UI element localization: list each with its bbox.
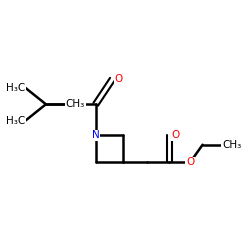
Text: H₃C: H₃C bbox=[6, 83, 25, 93]
Text: CH₃: CH₃ bbox=[66, 99, 85, 109]
Text: O: O bbox=[114, 74, 123, 84]
Text: O: O bbox=[172, 130, 180, 140]
Text: H₃C: H₃C bbox=[6, 116, 25, 126]
Text: O: O bbox=[186, 157, 194, 167]
Text: CH₃: CH₃ bbox=[222, 140, 242, 150]
Text: N: N bbox=[92, 130, 100, 140]
Text: O: O bbox=[67, 99, 75, 109]
